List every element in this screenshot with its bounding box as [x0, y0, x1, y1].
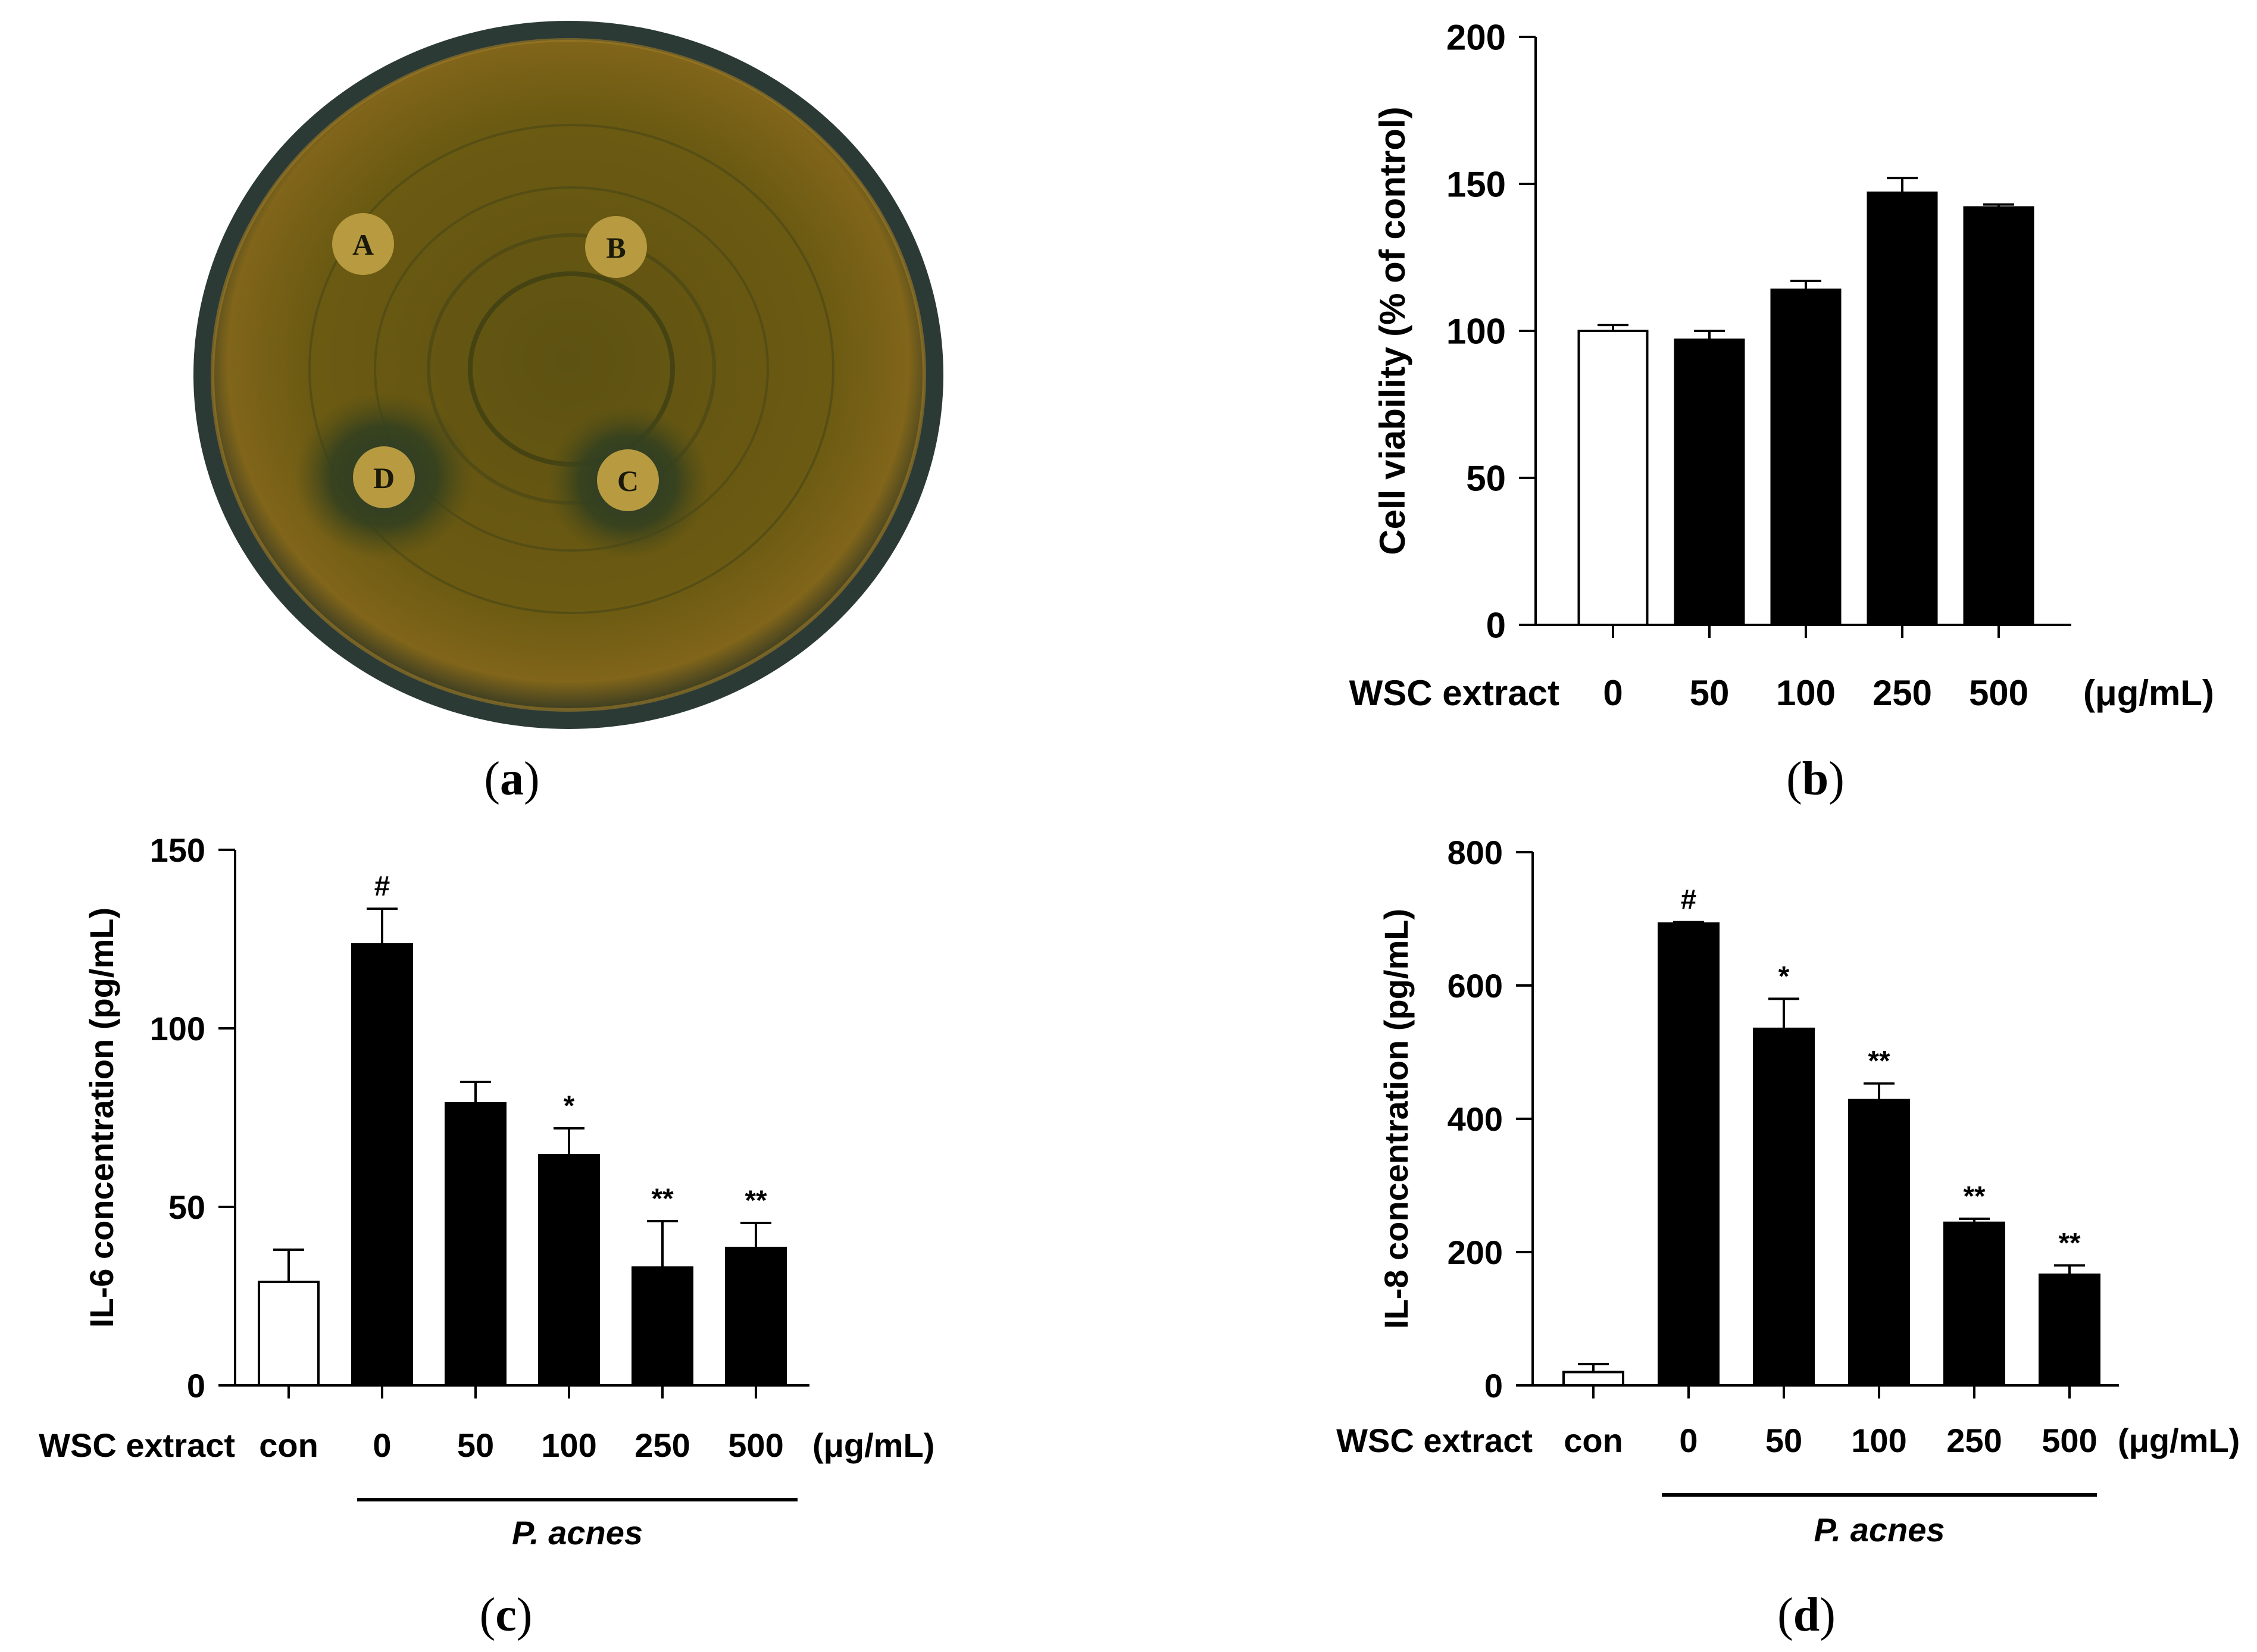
d-category-label: 250 — [1946, 1422, 2002, 1459]
c-y-tick-label: 0 — [187, 1367, 205, 1404]
b-bar-50 — [1674, 338, 1745, 626]
c-significance-mark: * — [564, 1090, 575, 1122]
b-x-unit-label: (μg/mL) — [2083, 673, 2214, 713]
svg-text:(a): (a) — [484, 753, 539, 805]
caption-b: (b) — [1786, 753, 1845, 805]
d-bar-0 — [1658, 922, 1720, 1387]
d-bar-con — [1562, 1371, 1624, 1387]
d-significance-mark: ** — [1963, 1181, 1986, 1212]
caption-d: (d) — [1777, 1589, 1836, 1641]
disc-d: D — [353, 446, 415, 508]
b-category-label: 100 — [1776, 673, 1836, 713]
b-y-tick-label: 50 — [1466, 459, 1506, 499]
il8-concentration-chart: 0 200 400 600 800 IL-8 concentration (pg/mL) c… — [1336, 834, 2240, 1548]
d-significance-mark: ** — [1868, 1046, 1890, 1077]
b-y-axis-label: Cell viability (% of control) — [1373, 107, 1412, 555]
c-category-label: 50 — [457, 1426, 494, 1464]
d-category-label: 0 — [1679, 1422, 1698, 1459]
b-y-tick-label: 200 — [1446, 18, 1506, 58]
caption-a: (a) — [484, 753, 539, 805]
c-category-label: 0 — [373, 1426, 391, 1464]
d-bar-250 — [1943, 1221, 2005, 1387]
c-group-label: P. acnes — [512, 1514, 643, 1551]
c-bar-250 — [632, 1266, 693, 1387]
disc-b: B — [585, 216, 647, 278]
d-y-tick-label: 400 — [1448, 1100, 1503, 1138]
disc-c: C — [597, 449, 659, 511]
caption-c-letter: c — [495, 1589, 517, 1641]
disc-label-d: D — [373, 461, 395, 495]
d-group-label: P. acnes — [1814, 1511, 1945, 1548]
d-x-prefix-label: WSC extract — [1336, 1422, 1533, 1459]
agar-plate-photo: A B C D — [193, 21, 943, 729]
c-significance-mark: ** — [745, 1185, 767, 1216]
disc-a: A — [332, 213, 394, 275]
caption-b-letter: b — [1802, 753, 1829, 805]
svg-text:(c): (c) — [480, 1589, 533, 1641]
d-significance-mark: # — [1681, 884, 1696, 916]
c-significance-mark: # — [374, 871, 390, 902]
b-category-label: 0 — [1603, 673, 1623, 713]
d-y-axis-label: IL-8 concentration (pg/mL) — [1377, 909, 1415, 1329]
d-category-label: 100 — [1851, 1422, 1906, 1459]
b-y-tick-label: 100 — [1446, 312, 1506, 352]
b-y-tick-label: 150 — [1446, 165, 1506, 205]
caption-c: (c) — [480, 1589, 533, 1641]
d-bar-100 — [1848, 1099, 1910, 1387]
b-category-label: 500 — [1969, 673, 2028, 713]
d-category-label: con — [1564, 1422, 1623, 1459]
d-category-label: 500 — [2042, 1422, 2097, 1459]
c-bar-100 — [538, 1154, 600, 1387]
c-category-label: 250 — [634, 1426, 690, 1464]
cell-viability-chart: 0 50 100 150 200 Cell viability (% of control… — [1349, 18, 2214, 713]
c-bar-50 — [445, 1102, 507, 1387]
d-y-tick-label: 200 — [1448, 1234, 1503, 1271]
b-bar-0 — [1577, 330, 1649, 626]
c-category-label: 100 — [541, 1426, 596, 1464]
d-y-tick-label: 800 — [1448, 834, 1503, 871]
b-x-prefix-label: WSC extract — [1349, 673, 1559, 713]
b-category-label: 250 — [1873, 673, 1932, 713]
c-y-tick-label: 50 — [168, 1188, 205, 1226]
b-bar-100 — [1770, 288, 1842, 626]
b-bar-500 — [1963, 206, 2034, 626]
d-category-label: 50 — [1765, 1422, 1802, 1459]
d-bar-50 — [1753, 1027, 1815, 1387]
c-y-tick-label: 100 — [150, 1010, 205, 1047]
d-significance-mark: * — [1778, 960, 1790, 992]
disc-label-a: A — [352, 228, 374, 261]
c-bar-con — [258, 1281, 320, 1387]
d-x-unit-label: (μg/mL) — [2118, 1422, 2240, 1459]
c-category-label: con — [259, 1426, 318, 1464]
d-bar-500 — [2039, 1274, 2100, 1387]
plate-agar — [212, 40, 924, 710]
b-category-label: 50 — [1690, 673, 1730, 713]
d-significance-mark: ** — [2058, 1227, 2081, 1259]
c-category-label: 500 — [728, 1426, 783, 1464]
d-y-tick-label: 0 — [1484, 1367, 1503, 1404]
c-x-prefix-label: WSC extract — [39, 1426, 235, 1464]
disc-label-b: B — [606, 231, 626, 264]
c-y-tick-label: 150 — [150, 831, 205, 869]
c-x-unit-label: (μg/mL) — [812, 1426, 934, 1464]
c-y-axis-label: IL-6 concentration (pg/mL) — [83, 908, 120, 1328]
d-y-tick-label: 600 — [1448, 967, 1503, 1005]
svg-text:(d): (d) — [1777, 1589, 1836, 1641]
c-significance-mark: ** — [651, 1183, 674, 1215]
il6-concentration-chart: 0 50 100 150 IL-6 concentration (pg/mL) con 0 #… — [39, 831, 934, 1551]
svg-text:(b): (b) — [1786, 753, 1845, 805]
caption-a-letter: a — [500, 753, 524, 805]
c-bar-0 — [351, 943, 413, 1387]
b-y-tick-label: 0 — [1486, 606, 1506, 646]
disc-label-c: C — [617, 464, 639, 498]
b-bar-250 — [1867, 191, 1938, 626]
c-bar-500 — [725, 1247, 787, 1387]
caption-d-letter: d — [1793, 1589, 1820, 1641]
